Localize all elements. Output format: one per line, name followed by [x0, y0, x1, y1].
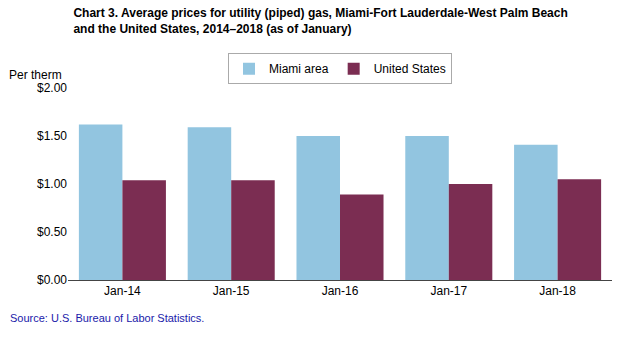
svg-text:Jan-17: Jan-17	[430, 284, 467, 298]
svg-text:Chart 3. Average prices for ut: Chart 3. Average prices for utility (pip…	[73, 6, 567, 36]
svg-text:$0.50: $0.50	[37, 225, 67, 239]
svg-text:United States: United States	[374, 62, 446, 76]
svg-text:Miami area: Miami area	[269, 62, 329, 76]
svg-text:Jan-16: Jan-16	[322, 284, 359, 298]
svg-text:Per therm: Per therm	[9, 68, 62, 82]
svg-text:$1.00: $1.00	[37, 177, 67, 191]
svg-text:Source: U.S. Bureau of Labor S: Source: U.S. Bureau of Labor Statistics.	[10, 312, 204, 324]
svg-text:Jan-14: Jan-14	[104, 284, 141, 298]
svg-text:$0.00: $0.00	[37, 273, 67, 287]
svg-text:Jan-18: Jan-18	[539, 284, 576, 298]
svg-text:$1.50: $1.50	[37, 129, 67, 143]
svg-text:Jan-15: Jan-15	[213, 284, 250, 298]
svg-text:$2.00: $2.00	[37, 81, 67, 95]
